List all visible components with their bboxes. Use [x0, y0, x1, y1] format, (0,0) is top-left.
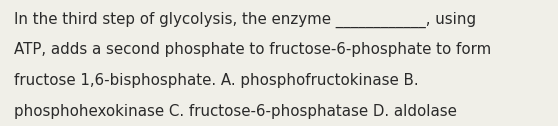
Text: ATP, adds a second phosphate to fructose-6-phosphate to form: ATP, adds a second phosphate to fructose…	[14, 42, 491, 57]
Text: phosphohexokinase C. fructose-6-phosphatase D. aldolase: phosphohexokinase C. fructose-6-phosphat…	[14, 104, 457, 119]
Text: In the third step of glycolysis, the enzyme ____________, using: In the third step of glycolysis, the enz…	[14, 11, 476, 28]
Text: fructose 1,6-bisphosphate. A. phosphofructokinase B.: fructose 1,6-bisphosphate. A. phosphofru…	[14, 73, 418, 88]
